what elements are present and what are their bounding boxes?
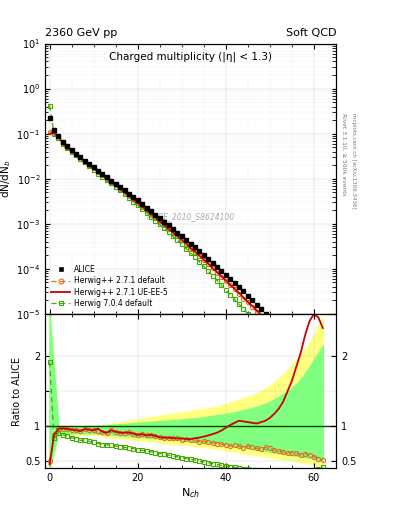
Text: Charged multiplicity (|η| < 1.3): Charged multiplicity (|η| < 1.3) bbox=[109, 52, 272, 62]
Text: 2360 GeV pp: 2360 GeV pp bbox=[45, 28, 118, 38]
X-axis label: N$_{ch}$: N$_{ch}$ bbox=[181, 486, 200, 500]
Y-axis label: Ratio to ALICE: Ratio to ALICE bbox=[12, 357, 22, 425]
Text: Soft QCD: Soft QCD bbox=[286, 28, 336, 38]
Y-axis label: dN/dN$_b$: dN/dN$_b$ bbox=[0, 159, 13, 198]
Text: ALICE_2010_S8624100: ALICE_2010_S8624100 bbox=[147, 212, 235, 221]
Legend: ALICE, Herwig++ 2.7.1 default, Herwig++ 2.7.1 UE-EE-5, Herwig 7.0.4 default: ALICE, Herwig++ 2.7.1 default, Herwig++ … bbox=[49, 263, 170, 310]
Text: mcplots.cern.ch [arXiv:1306.3436]: mcplots.cern.ch [arXiv:1306.3436] bbox=[351, 113, 356, 208]
Text: Rivet 3.1.10, ≥ 500k events: Rivet 3.1.10, ≥ 500k events bbox=[342, 113, 346, 195]
